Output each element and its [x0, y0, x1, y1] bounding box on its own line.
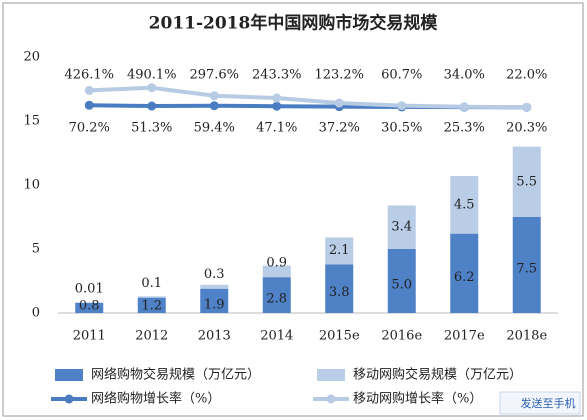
x-tick-label: 2012	[135, 329, 168, 344]
legend-swatch	[64, 394, 74, 404]
send-button-label[interactable]: 发送至手机	[521, 396, 576, 410]
value-label: 123.2%	[314, 68, 364, 83]
value-label: 0.01	[75, 281, 104, 296]
line-marker	[334, 98, 344, 108]
value-label: 30.5%	[381, 121, 422, 136]
value-label: 4.5	[454, 197, 475, 212]
x-tick-label: 2011	[73, 329, 106, 344]
value-label: 51.3%	[131, 121, 172, 136]
value-label: 6.2	[454, 270, 475, 285]
line	[89, 85, 527, 110]
value-label: 0.9	[266, 256, 287, 271]
value-label: 34.0%	[444, 68, 485, 83]
legend-label: 移动网购交易规模（万亿元）	[353, 367, 522, 383]
bar	[387, 249, 416, 313]
value-label: 7.5	[516, 262, 537, 277]
x-tick-label: 2016e	[381, 329, 422, 344]
legend-swatch	[326, 394, 336, 404]
value-label: 5.0	[391, 278, 412, 293]
value-label: 70.2%	[69, 121, 110, 136]
bar	[325, 264, 354, 313]
y-tick-label: 15	[23, 114, 40, 129]
bar	[325, 237, 354, 265]
bar	[512, 217, 541, 313]
bar	[387, 205, 416, 249]
value-label: 243.3%	[252, 68, 302, 83]
value-label: 2.1	[329, 243, 350, 258]
bar	[75, 302, 104, 313]
value-label: 0.3	[204, 267, 225, 282]
line-marker	[209, 101, 219, 111]
line-marker	[147, 101, 157, 111]
value-label: 22.0%	[506, 68, 547, 83]
bar	[450, 176, 479, 234]
bar	[137, 296, 166, 298]
line-marker	[272, 101, 282, 111]
legend-label: 网络购物增长率（%）	[91, 391, 220, 407]
bar	[262, 277, 291, 313]
value-label: 1.2	[141, 299, 162, 314]
bar	[512, 146, 541, 217]
value-label: 490.1%	[127, 68, 177, 83]
bar	[262, 265, 291, 278]
value-label: 2.8	[266, 292, 287, 307]
y-tick-label: 10	[23, 178, 40, 193]
value-label: 37.2%	[319, 121, 360, 136]
line-marker	[522, 102, 532, 112]
value-label: 20.3%	[506, 121, 547, 136]
legend-label: 网络购物交易规模（万亿元）	[91, 367, 260, 383]
value-label: 0.1	[141, 276, 162, 291]
bar	[450, 233, 479, 313]
x-tick-label: 2018e	[506, 329, 547, 344]
value-label: 297.6%	[189, 68, 239, 83]
legend-swatch	[317, 369, 345, 381]
legend-label: 移动网购增长率（%）	[353, 391, 482, 407]
line-marker	[84, 85, 94, 95]
x-tick-label: 2017e	[444, 329, 485, 344]
line-marker	[209, 91, 219, 101]
frame	[2, 2, 584, 417]
bar	[200, 288, 229, 313]
chart-title: 2011-2018年中国网购市场交易规模	[149, 13, 439, 34]
line-marker	[459, 102, 469, 112]
y-tick-label: 5	[32, 242, 40, 257]
line-marker	[84, 100, 94, 110]
line-marker	[272, 93, 282, 103]
value-label: 47.1%	[256, 121, 297, 136]
value-label: 60.7%	[381, 68, 422, 83]
value-label: 59.4%	[194, 121, 235, 136]
x-tick-label: 2013	[198, 329, 231, 344]
y-tick-label: 0	[32, 306, 40, 321]
line-marker	[397, 101, 407, 111]
value-label: 3.4	[391, 220, 412, 235]
x-tick-label: 2015e	[319, 329, 360, 344]
y-tick-label: 20	[23, 50, 40, 65]
value-label: 0.8	[79, 299, 100, 314]
bar	[137, 297, 166, 313]
send-button[interactable]	[499, 391, 581, 415]
value-label: 426.1%	[64, 68, 114, 83]
value-label: 25.3%	[444, 121, 485, 136]
x-tick-label: 2014	[260, 329, 293, 344]
bar	[200, 284, 229, 289]
value-label: 5.5	[516, 174, 537, 189]
value-label: 1.9	[204, 297, 225, 312]
line-marker	[147, 83, 157, 93]
legend-swatch	[55, 369, 83, 381]
value-label: 3.8	[329, 285, 350, 300]
